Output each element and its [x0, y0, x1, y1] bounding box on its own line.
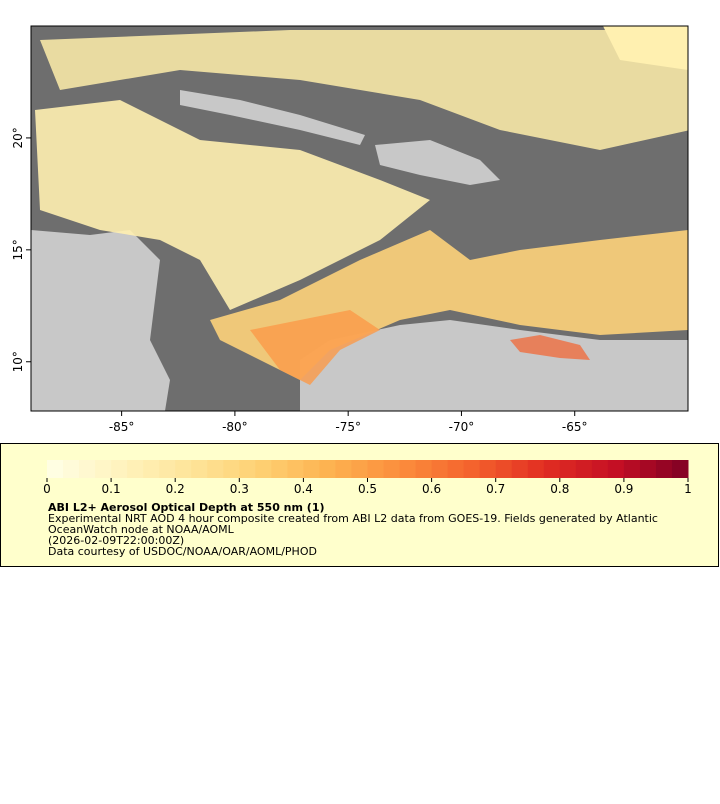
colorbar-swatch [367, 460, 385, 478]
colorbar-tick-label: 0.1 [102, 482, 121, 496]
colorbar-tick-label: 0.8 [550, 482, 569, 496]
colorbar-swatch [47, 460, 64, 478]
colorbar-swatch [527, 460, 545, 478]
colorbar-swatch [431, 460, 449, 478]
legend-line: (2026-02-09T22:00:00Z) [48, 534, 184, 547]
colorbar-swatch [543, 460, 561, 478]
colorbar-swatch [255, 460, 272, 478]
colorbar-swatch [511, 460, 529, 478]
colorbar-swatch [671, 460, 689, 478]
x-tick-label: -70° [449, 420, 475, 434]
axes: -85° -80° -75° -70° -65° 10° 15° 20° [11, 127, 588, 434]
colorbar-tick-label: 0.2 [166, 482, 185, 496]
colorbar-swatch [271, 460, 288, 478]
colorbar-swatch [383, 460, 401, 478]
aerosol-area [250, 310, 380, 385]
aerosol-area [603, 26, 688, 70]
colorbar-swatch [639, 460, 657, 478]
colorbar-swatch [335, 460, 352, 478]
x-tick-label: -80° [222, 420, 248, 434]
colorbar-swatch [111, 460, 128, 478]
colorbar-swatch [223, 460, 240, 478]
x-tick-label: -75° [335, 420, 361, 434]
colorbar-swatch [319, 460, 336, 478]
colorbar-swatch [607, 460, 625, 478]
colorbar-swatch [495, 460, 513, 478]
colorbar-tick-label: 0.5 [358, 482, 377, 496]
colorbar: 0 0.1 0.2 0.3 0.4 0.5 0.6 0.7 0.8 0.9 1 [43, 460, 692, 496]
colorbar-swatch [79, 460, 96, 478]
colorbar-swatch [415, 460, 433, 478]
colorbar-swatch [479, 460, 497, 478]
legend-line: Experimental NRT AOD 4 hour composite cr… [48, 512, 658, 525]
map-image [31, 26, 688, 411]
colorbar-swatch [655, 460, 673, 478]
colorbar-swatch [239, 460, 256, 478]
x-tick-label: -65° [562, 420, 588, 434]
colorbar-swatch [623, 460, 641, 478]
colorbar-swatch [463, 460, 481, 478]
colorbar-swatch [143, 460, 160, 478]
legend-line: Data courtesy of USDOC/NOAA/OAR/AOML/PHO… [48, 545, 317, 558]
x-tick-label: -85° [109, 420, 135, 434]
y-tick-label: 15° [11, 239, 25, 260]
colorbar-swatch [447, 460, 465, 478]
colorbar-swatch [351, 460, 368, 478]
colorbar-tick-label: 0.7 [486, 482, 505, 496]
colorbar-tick-label: 0.6 [422, 482, 441, 496]
colorbar-tick-label: 0.4 [294, 482, 313, 496]
legend-line: OceanWatch node at NOAA/AOML [48, 523, 235, 536]
land [31, 230, 170, 411]
colorbar-tick-label: 1 [684, 482, 692, 496]
y-tick-label: 20° [11, 127, 25, 148]
colorbar-swatch [175, 460, 192, 478]
colorbar-tick-label: 0.9 [614, 482, 633, 496]
aerosol-area [40, 30, 688, 150]
y-tick-label: 10° [11, 351, 25, 372]
colorbar-tick-label: 0.3 [230, 482, 249, 496]
colorbar-swatch [399, 460, 417, 478]
aerosol-area [35, 100, 430, 310]
colorbar-swatch [287, 460, 304, 478]
colorbar-tick-label: 0 [43, 482, 51, 496]
colorbar-swatch [575, 460, 593, 478]
colorbar-swatch [127, 460, 144, 478]
colorbar-swatch [191, 460, 208, 478]
land [180, 90, 365, 145]
colorbar-swatch [591, 460, 609, 478]
legend-title: ABI L2+ Aerosol Optical Depth at 550 nm … [48, 501, 325, 514]
colorbar-swatch [95, 460, 112, 478]
colorbar-swatch [159, 460, 176, 478]
colorbar-swatch [63, 460, 80, 478]
colorbar-swatch [559, 460, 577, 478]
colorbar-swatch [207, 460, 224, 478]
land [300, 320, 688, 411]
colorbar-swatch [303, 460, 320, 478]
map-frame [30, 25, 689, 412]
aerosol-area [510, 335, 590, 360]
land [375, 140, 500, 185]
